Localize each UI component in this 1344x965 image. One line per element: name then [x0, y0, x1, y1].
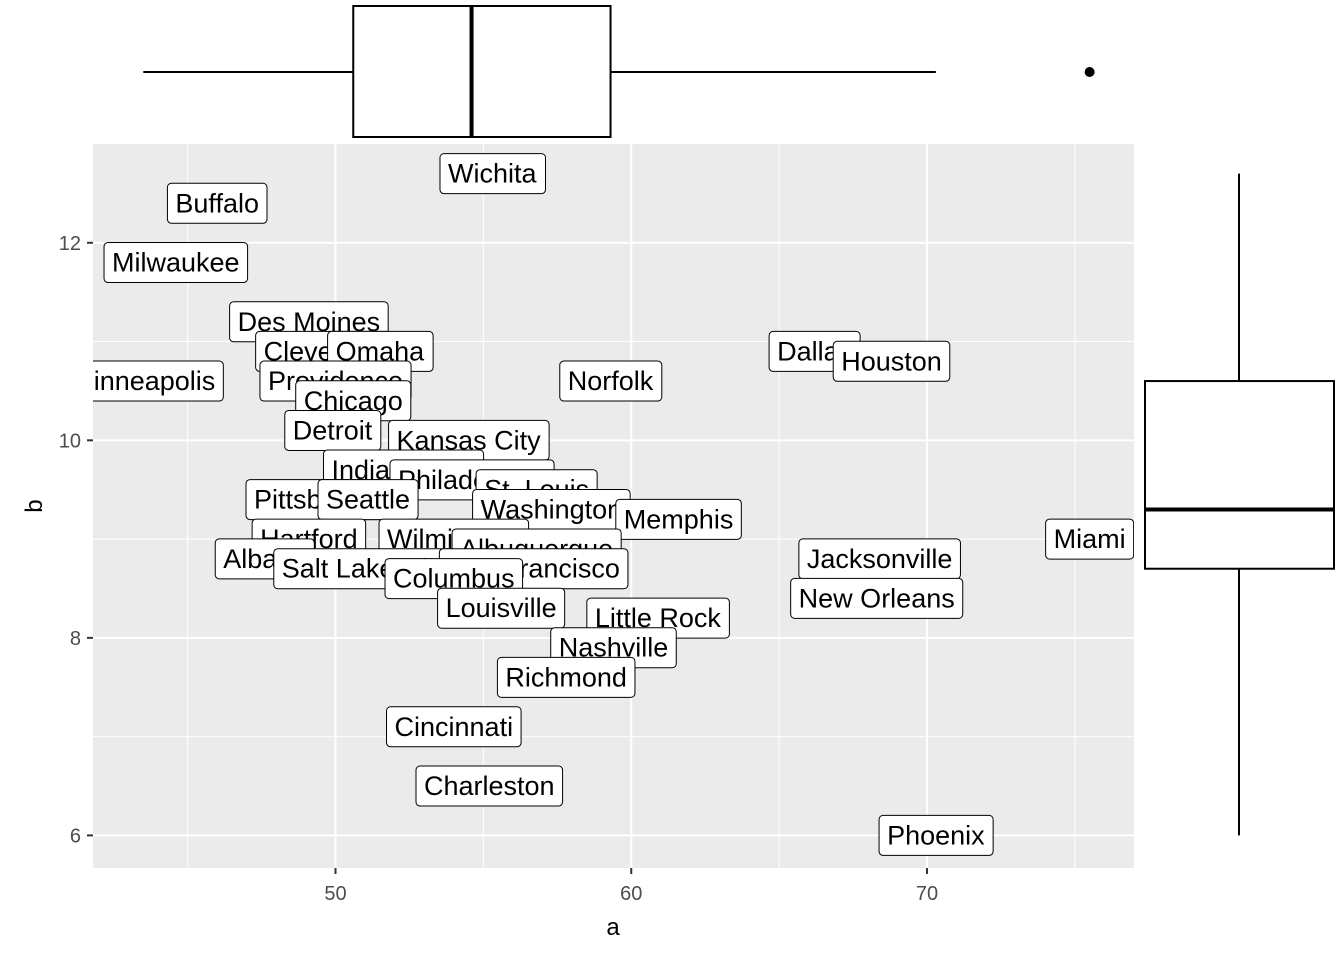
city-label: Detroit — [293, 415, 373, 445]
y-tick-label: 6 — [70, 825, 81, 847]
city-label-box: Louisville — [437, 587, 566, 629]
y-tick-label: 8 — [70, 628, 81, 650]
label-background — [832, 340, 951, 382]
city-label-box: Richmond — [496, 656, 636, 698]
city-label: Charleston — [424, 771, 555, 801]
city-label-box: Jacksonville — [798, 538, 961, 580]
city-label-box: New Orleans — [790, 577, 964, 619]
axis-ticks: 50 60 70 6 8 10 12 — [59, 233, 938, 905]
city-label: Norfolk — [568, 366, 654, 396]
label-background — [1045, 518, 1134, 560]
label-background — [439, 153, 546, 195]
label-background — [415, 765, 564, 807]
x-tick-label: 50 — [324, 883, 346, 905]
city-label-box: Buffalo — [166, 182, 268, 224]
city-label-box: Detroit — [284, 409, 382, 451]
x-tick-label: 60 — [620, 883, 642, 905]
city-label: Minneapolis — [71, 366, 215, 396]
city-label: Seattle — [326, 485, 410, 515]
x-axis-title: a — [606, 914, 620, 941]
y-tick-label: 10 — [59, 430, 81, 452]
label-background — [103, 242, 249, 284]
label-background — [615, 498, 742, 540]
label-background — [166, 182, 268, 224]
city-label-box: Cincinnati — [386, 706, 522, 748]
city-label: Jacksonville — [807, 544, 953, 574]
label-background — [790, 577, 964, 619]
city-label-box: Miami — [1045, 518, 1134, 560]
boxplot-x-box — [352, 5, 612, 138]
city-label-box: Houston — [832, 340, 951, 382]
marginal-boxplot-x — [143, 5, 1095, 138]
label-background — [878, 814, 994, 856]
city-label: Cincinnati — [395, 712, 514, 742]
city-label: Miami — [1054, 524, 1126, 554]
city-label: Memphis — [624, 504, 734, 534]
marginal-boxplot-y — [1144, 173, 1335, 836]
city-label-box: Seattle — [317, 479, 419, 521]
city-label: Louisville — [446, 593, 557, 623]
city-label: Houston — [841, 346, 942, 376]
x-tick-label: 70 — [916, 883, 938, 905]
boxplot-y-box — [1144, 380, 1335, 570]
city-label-box: Norfolk — [559, 360, 663, 402]
label-background — [496, 656, 636, 698]
label-background — [93, 360, 224, 402]
label-background — [559, 360, 663, 402]
city-label: Buffalo — [175, 188, 259, 218]
city-label-box: Memphis — [615, 498, 742, 540]
city-label-box: Phoenix — [878, 814, 994, 856]
city-label: New Orleans — [799, 583, 955, 613]
y-tick-label: 12 — [59, 233, 81, 255]
label-background — [386, 706, 522, 748]
label-background — [437, 587, 566, 629]
city-label-box: Wichita — [439, 153, 546, 195]
city-label-box: Charleston — [415, 765, 564, 807]
y-axis-title: b — [21, 499, 48, 512]
city-label: Richmond — [505, 662, 627, 692]
city-label: Phoenix — [887, 820, 985, 850]
boxplot-x-outlier — [1084, 67, 1095, 77]
label-background — [317, 479, 419, 521]
city-label-box: Minneapolis — [71, 360, 224, 402]
city-label-box: Milwaukee — [103, 242, 249, 284]
city-label: Milwaukee — [112, 248, 240, 278]
city-label: Wichita — [448, 159, 537, 189]
